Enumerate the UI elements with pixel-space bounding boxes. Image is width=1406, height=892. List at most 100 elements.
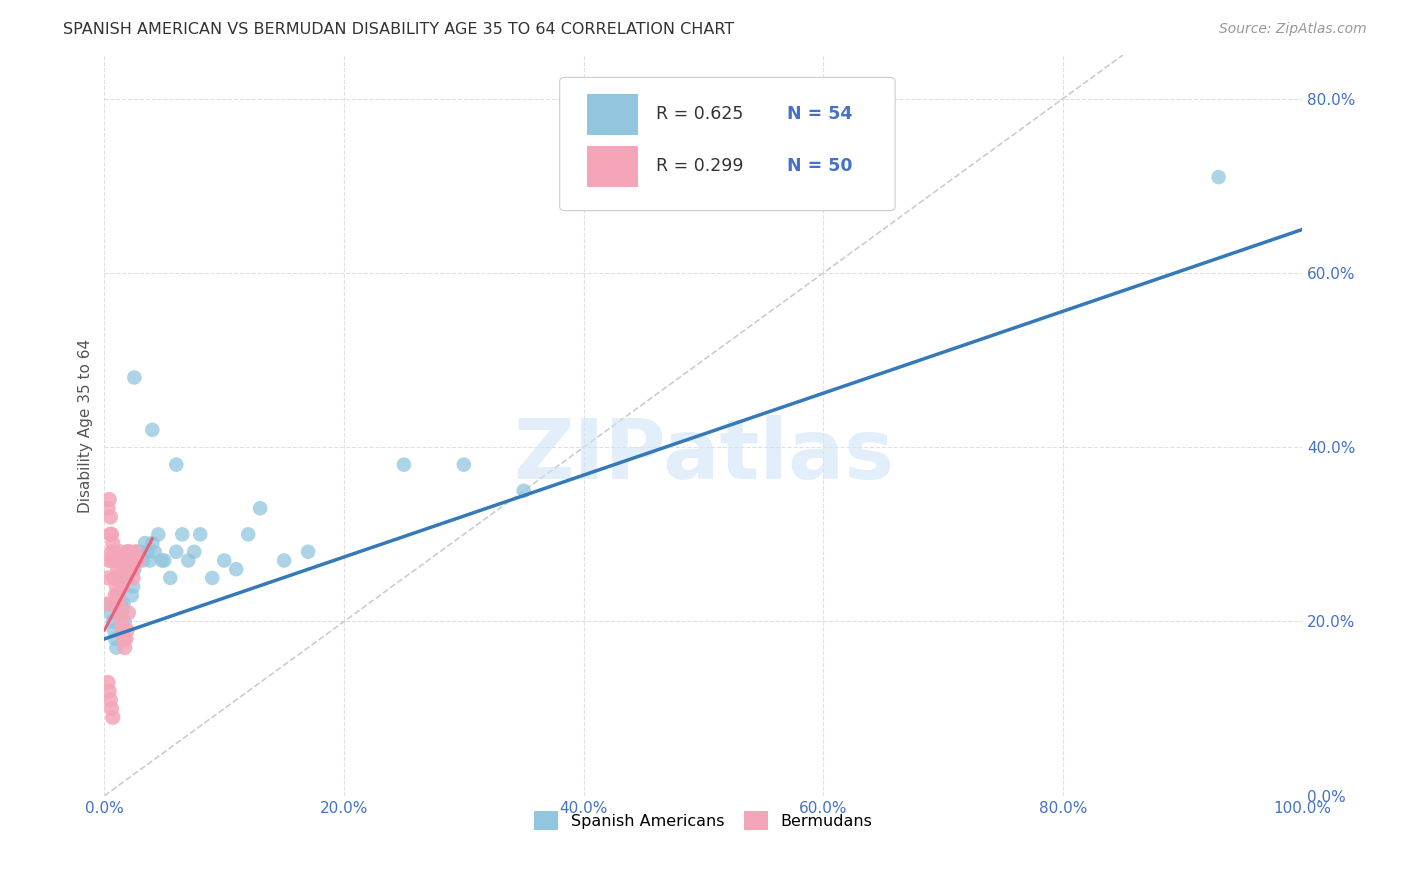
Point: [108, 545, 131, 559]
Point: [103, 545, 125, 559]
Point: [96, 597, 118, 611]
Point: [121, 562, 143, 576]
Text: R = 0.625: R = 0.625: [655, 105, 742, 123]
Point: [107, 553, 129, 567]
Point: [115, 623, 138, 637]
Point: [177, 553, 200, 567]
Point: [108, 606, 131, 620]
Point: [115, 571, 138, 585]
Point: [1208, 170, 1230, 185]
Point: [225, 562, 247, 576]
Point: [129, 545, 152, 559]
Point: [98, 492, 121, 507]
Point: [122, 571, 145, 585]
Point: [98, 684, 121, 698]
Point: [201, 571, 224, 585]
Point: [134, 536, 156, 550]
Point: [297, 545, 319, 559]
Point: [107, 597, 129, 611]
Point: [105, 640, 128, 655]
Point: [115, 553, 138, 567]
Point: [121, 588, 143, 602]
Point: [159, 571, 181, 585]
Point: [115, 553, 138, 567]
Point: [100, 693, 122, 707]
Point: [212, 553, 235, 567]
Text: ZIPatlas: ZIPatlas: [513, 415, 894, 496]
Point: [110, 571, 132, 585]
Point: [153, 553, 176, 567]
Point: [453, 458, 475, 472]
Legend: Spanish Americans, Bermudans: Spanish Americans, Bermudans: [529, 805, 879, 836]
Point: [141, 536, 163, 550]
Point: [103, 571, 125, 585]
Point: [114, 553, 136, 567]
Point: [114, 640, 136, 655]
Point: [143, 545, 166, 559]
Point: [125, 553, 148, 567]
Point: [101, 710, 124, 724]
Point: [150, 553, 173, 567]
Point: [117, 606, 139, 620]
Point: [112, 562, 135, 576]
Point: [111, 623, 134, 637]
Point: [105, 580, 128, 594]
Point: [103, 623, 125, 637]
Point: [110, 597, 132, 611]
Point: [112, 632, 135, 646]
Point: [172, 527, 194, 541]
Point: [111, 580, 134, 594]
FancyBboxPatch shape: [560, 78, 896, 211]
Point: [104, 632, 127, 646]
Y-axis label: Disability Age 35 to 64: Disability Age 35 to 64: [79, 338, 93, 513]
Point: [236, 527, 259, 541]
Point: [98, 553, 121, 567]
Point: [124, 553, 146, 567]
Point: [512, 483, 534, 498]
Point: [104, 588, 127, 602]
Point: [107, 588, 129, 602]
Point: [120, 553, 142, 567]
Point: [108, 571, 131, 585]
Point: [114, 615, 136, 629]
FancyBboxPatch shape: [588, 146, 637, 186]
Text: N = 54: N = 54: [787, 105, 852, 123]
Point: [101, 615, 124, 629]
Point: [118, 545, 141, 559]
Point: [132, 553, 155, 567]
Point: [139, 553, 162, 567]
Point: [125, 545, 148, 559]
Point: [183, 545, 205, 559]
Point: [165, 545, 187, 559]
Point: [127, 553, 149, 567]
Point: [101, 536, 124, 550]
Point: [100, 527, 122, 541]
Point: [115, 632, 138, 646]
Point: [97, 501, 120, 516]
Point: [111, 606, 134, 620]
Point: [97, 675, 120, 690]
Point: [141, 423, 163, 437]
Point: [273, 553, 295, 567]
Point: [110, 615, 132, 629]
Text: N = 50: N = 50: [787, 157, 853, 175]
Point: [97, 571, 120, 585]
Point: [112, 597, 135, 611]
FancyBboxPatch shape: [588, 94, 637, 135]
Point: [100, 701, 122, 715]
Text: R = 0.299: R = 0.299: [655, 157, 742, 175]
Point: [118, 562, 141, 576]
Point: [105, 597, 128, 611]
Point: [117, 562, 139, 576]
Point: [100, 510, 122, 524]
Point: [107, 597, 129, 611]
Point: [127, 553, 149, 567]
Point: [101, 553, 124, 567]
Point: [100, 545, 122, 559]
Text: Source: ZipAtlas.com: Source: ZipAtlas.com: [1219, 22, 1367, 37]
Point: [124, 562, 146, 576]
Point: [124, 545, 146, 559]
Point: [107, 588, 129, 602]
Point: [392, 458, 415, 472]
Point: [120, 553, 142, 567]
